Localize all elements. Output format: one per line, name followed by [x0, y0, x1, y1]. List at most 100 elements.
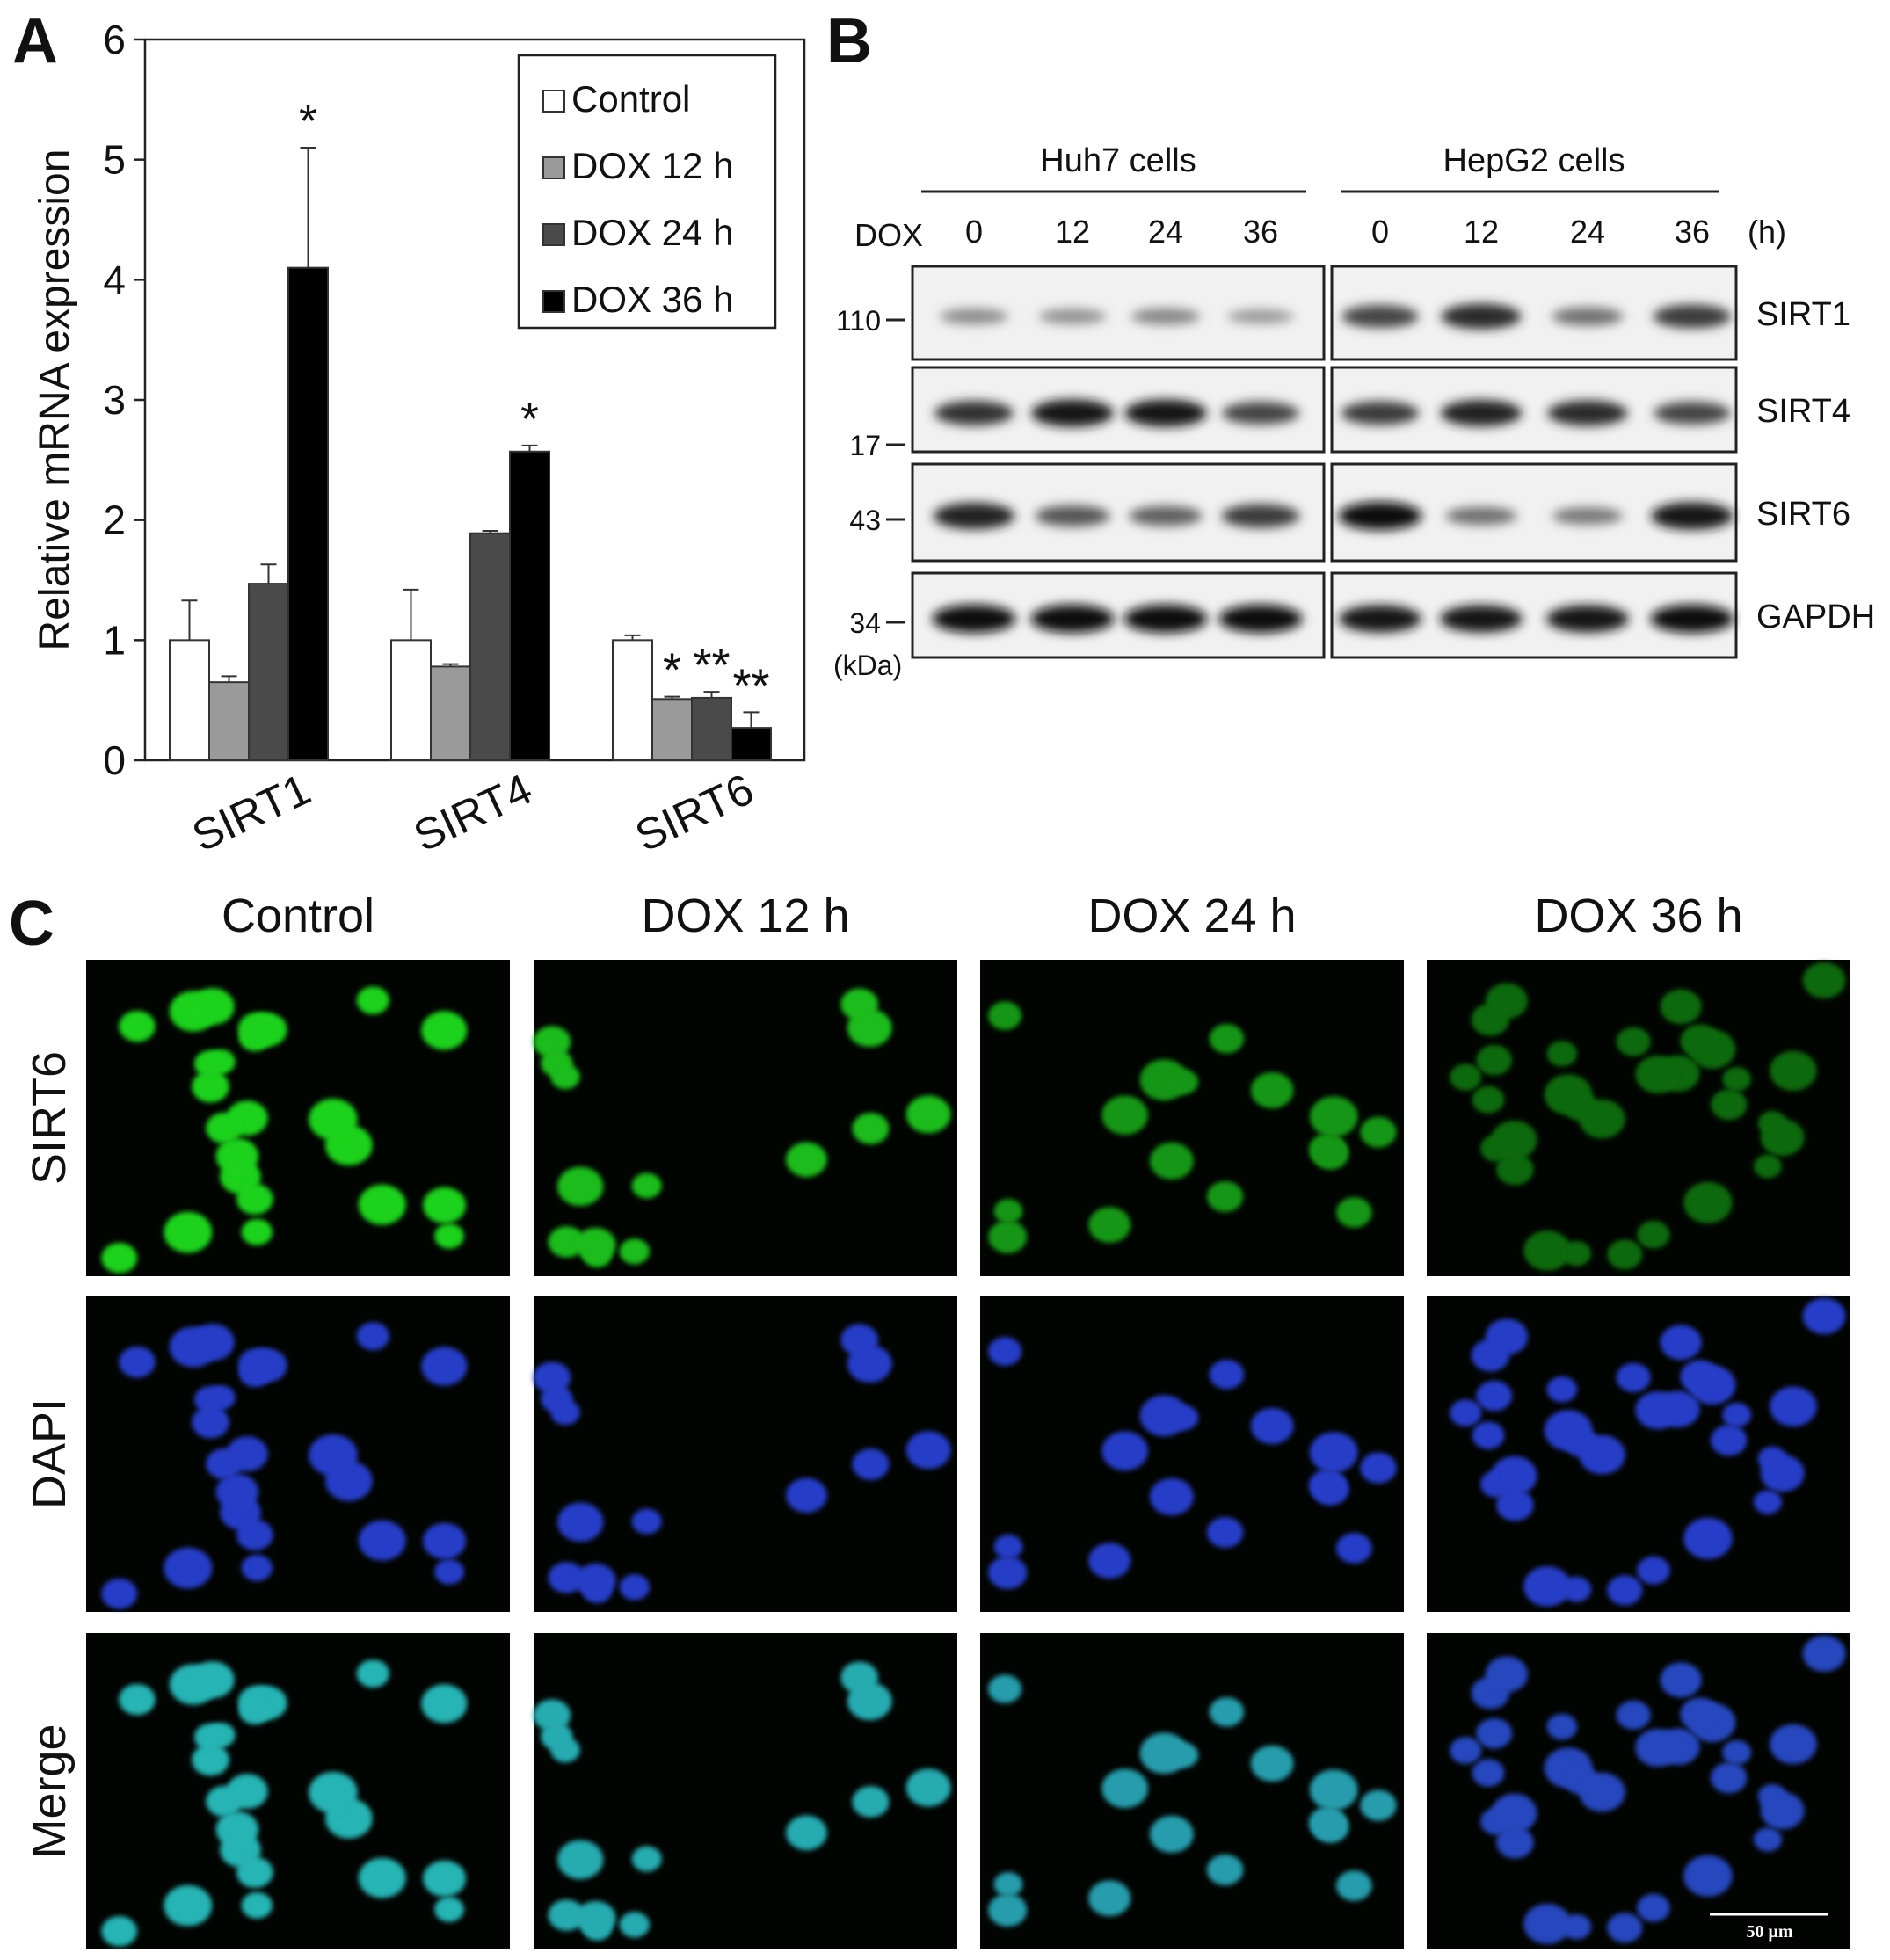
cell-nucleus	[852, 1786, 890, 1818]
protein-band	[932, 605, 1016, 633]
cell-nucleus	[1523, 1230, 1571, 1271]
cell-nucleus	[1711, 1425, 1748, 1456]
cell-nucleus	[191, 1661, 235, 1699]
cell-nucleus	[840, 1661, 878, 1694]
cell-nucleus	[358, 1520, 406, 1561]
timepoint-label: 12	[1464, 214, 1499, 250]
cell-nucleus	[1722, 1402, 1752, 1427]
cell-nucleus	[1579, 1434, 1625, 1475]
scale-bar-label: 50 μm	[1747, 1922, 1793, 1942]
cell-nucleus	[1101, 1768, 1148, 1809]
timepoint-label: 0	[1371, 214, 1389, 250]
protein-band	[1227, 309, 1294, 324]
cell-nucleus	[988, 1337, 1022, 1366]
cell-nucleus	[786, 1477, 827, 1514]
cell-nucleus	[1335, 1870, 1372, 1901]
panel-a: A 0 1 2 3 4 5 6 Relative mRNA expression * SIRT1 *…	[0, 0, 818, 897]
cell-nucleus	[1579, 1099, 1625, 1139]
panel-b-letter: B	[826, 6, 872, 76]
cell-nucleus	[557, 1502, 604, 1543]
cell-nucleus	[1607, 1575, 1643, 1606]
cell-nucleus	[619, 1574, 651, 1601]
bar	[651, 698, 693, 761]
cell-nucleus	[1209, 1023, 1245, 1054]
x-category-label: SIRT1	[185, 764, 317, 860]
panel-b: B Huh7 cells 0 12 24 36 HepG2 cells 0 12 24 36 DOX…	[818, 0, 1890, 897]
cell-nucleus	[421, 1347, 468, 1386]
cell-nucleus	[1802, 1635, 1846, 1673]
bar	[469, 532, 511, 761]
cell-nucleus	[423, 1522, 466, 1560]
western-blot: Huh7 cells 0 12 24 36 HepG2 cells 0 12 24 36 DOX (h…	[833, 142, 1875, 681]
cell-nucleus	[356, 986, 389, 1015]
bar	[612, 639, 653, 761]
cell-nucleus	[1335, 1533, 1372, 1564]
protein-band	[1129, 505, 1203, 526]
cell-nucleus	[101, 1242, 138, 1274]
cell-nucleus	[1206, 1854, 1244, 1886]
cell-nucleus	[1616, 1027, 1651, 1056]
cell-layer	[101, 1659, 468, 1947]
cell-nucleus	[852, 1448, 890, 1480]
cell-nucleus	[119, 1010, 156, 1042]
bar-chart: 0 1 2 3 4 5 6 Relative mRNA expression * SIRT1 * SI…	[32, 17, 806, 861]
protein-band	[1123, 605, 1208, 633]
cell-nucleus	[988, 1893, 1028, 1927]
row-header: SIRT6	[23, 1051, 76, 1185]
cell-nucleus	[1616, 1700, 1651, 1730]
micrograph	[533, 960, 957, 1276]
cell-nucleus	[905, 1095, 951, 1134]
cell-layer	[533, 1661, 951, 1941]
legend-label: DOX 12 h	[571, 145, 733, 186]
cell-nucleus	[236, 1183, 273, 1215]
cell-nucleus	[1485, 1318, 1529, 1355]
cell-nucleus	[1680, 1360, 1720, 1394]
cell-nucleus	[1660, 1662, 1702, 1698]
cell-nucleus	[1476, 1380, 1513, 1412]
cell-nucleus	[1485, 1656, 1529, 1693]
protein-band	[1441, 303, 1522, 330]
cell-nucleus	[533, 1699, 571, 1731]
cell-nucleus	[1309, 1769, 1358, 1811]
x-category-label: SIRT6	[628, 764, 760, 860]
cell-nucleus	[1637, 1893, 1670, 1922]
cell-nucleus	[1250, 1071, 1294, 1109]
cell-nucleus	[434, 1897, 464, 1922]
cell-nucleus	[557, 1840, 604, 1880]
cell-nucleus	[1101, 1431, 1148, 1471]
cell-nucleus	[905, 1768, 951, 1807]
timepoint-label: 24	[1570, 214, 1605, 250]
cell-nucleus	[557, 1166, 604, 1207]
cell-nucleus	[631, 1508, 662, 1535]
cell-nucleus	[434, 1223, 464, 1249]
column-header: Control	[222, 889, 374, 942]
cell-nucleus	[1360, 1116, 1397, 1148]
protein-band	[1546, 605, 1629, 633]
cell-nucleus	[1309, 1096, 1358, 1137]
protein-band	[1651, 502, 1734, 530]
cell-nucleus	[1496, 1153, 1534, 1186]
cell-nucleus	[1485, 983, 1529, 1020]
protein-band	[1440, 605, 1523, 633]
cell-nucleus	[852, 1113, 890, 1144]
cell-nucleus	[423, 1860, 466, 1898]
protein-band	[934, 401, 1014, 425]
cell-nucleus	[1209, 1359, 1245, 1390]
cell-nucleus	[1607, 1913, 1643, 1943]
cell-nucleus	[1150, 1815, 1194, 1854]
cell-nucleus	[1660, 989, 1702, 1025]
micrograph	[1427, 1633, 1850, 1949]
blot-strip	[1330, 265, 1738, 361]
cell-nucleus	[193, 1050, 226, 1078]
blot-strip	[911, 571, 1326, 659]
cell-nucleus	[206, 1112, 243, 1144]
cell-nucleus	[1753, 1827, 1782, 1852]
protein-band	[1654, 402, 1731, 425]
cell-nucleus	[1491, 1120, 1537, 1160]
cell-nucleus	[1309, 1432, 1358, 1473]
mw-marker-label: 34	[849, 607, 881, 639]
cell-nucleus	[421, 1011, 468, 1050]
kda-label: (kDa)	[833, 650, 902, 681]
cell-line-label: Huh7 cells	[1040, 142, 1196, 179]
y-tick-label: 0	[103, 737, 126, 783]
